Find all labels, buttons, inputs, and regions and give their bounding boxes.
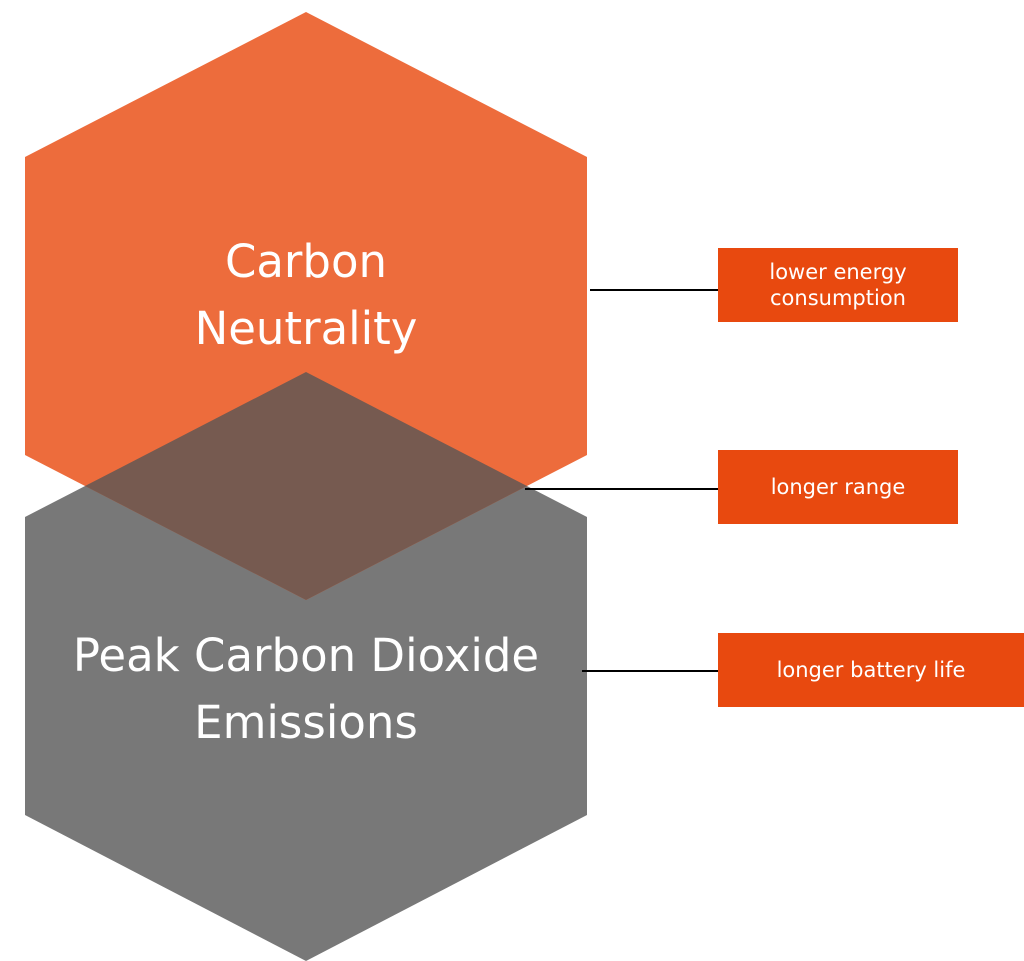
callout-box: longer battery life (718, 633, 1024, 707)
callout-box: longer range (718, 450, 958, 524)
overlap (85, 372, 527, 600)
hexagon-label: Peak Carbon Dioxide Emissions (72, 629, 540, 749)
callout-box: lower energy consumption (718, 248, 958, 322)
hexagon-label: Carbon Neutrality (194, 235, 418, 355)
